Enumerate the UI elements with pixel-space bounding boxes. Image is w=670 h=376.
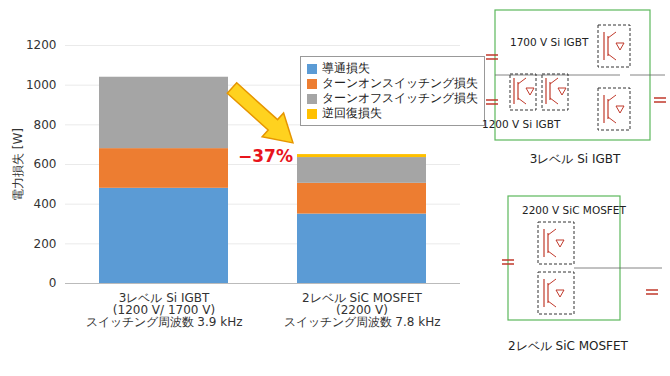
svg-text:1200 V Si IGBT: 1200 V Si IGBT <box>482 118 561 130</box>
svg-text:電力損失 [W]: 電力損失 [W] <box>11 128 25 201</box>
svg-text:3レベル Si IGBT(1200 V/ 1700 V)スイ: 3レベル Si IGBT(1200 V/ 1700 V)スイッチング周波数 3.… <box>86 291 243 329</box>
svg-text:3レベル Si IGBT: 3レベル Si IGBT <box>530 152 621 166</box>
svg-text:2レベル SiC MOSFET: 2レベル SiC MOSFET <box>508 339 628 353</box>
html-text:−37%: −37% <box>238 146 293 166</box>
html-text:ターンオンスイッチング損失: ターンオンスイッチング損失 <box>322 76 478 90</box>
svg-text:2200 V SiC MOSFET: 2200 V SiC MOSFET <box>522 204 626 216</box>
svg-text:200: 200 <box>34 237 57 251</box>
svg-text:1200: 1200 <box>26 38 57 52</box>
svg-text:2レベル SiC MOSFET(2200 V)スイッチング周: 2レベル SiC MOSFET(2200 V)スイッチング周波数 7.8 kHz <box>284 291 441 329</box>
svg-text:800: 800 <box>34 118 57 132</box>
svg-text:1000: 1000 <box>26 78 57 92</box>
html-text:ターンオフスイッチング損失: ターンオフスイッチング損失 <box>322 91 478 105</box>
html-text:逆回復損失: 逆回復損失 <box>322 106 382 120</box>
html-text:導通損失: 導通損失 <box>322 61 370 75</box>
svg-text:400: 400 <box>34 197 57 211</box>
svg-text:600: 600 <box>34 157 57 171</box>
svg-text:0: 0 <box>49 276 57 290</box>
svg-text:1700 V Si IGBT: 1700 V Si IGBT <box>510 36 589 48</box>
